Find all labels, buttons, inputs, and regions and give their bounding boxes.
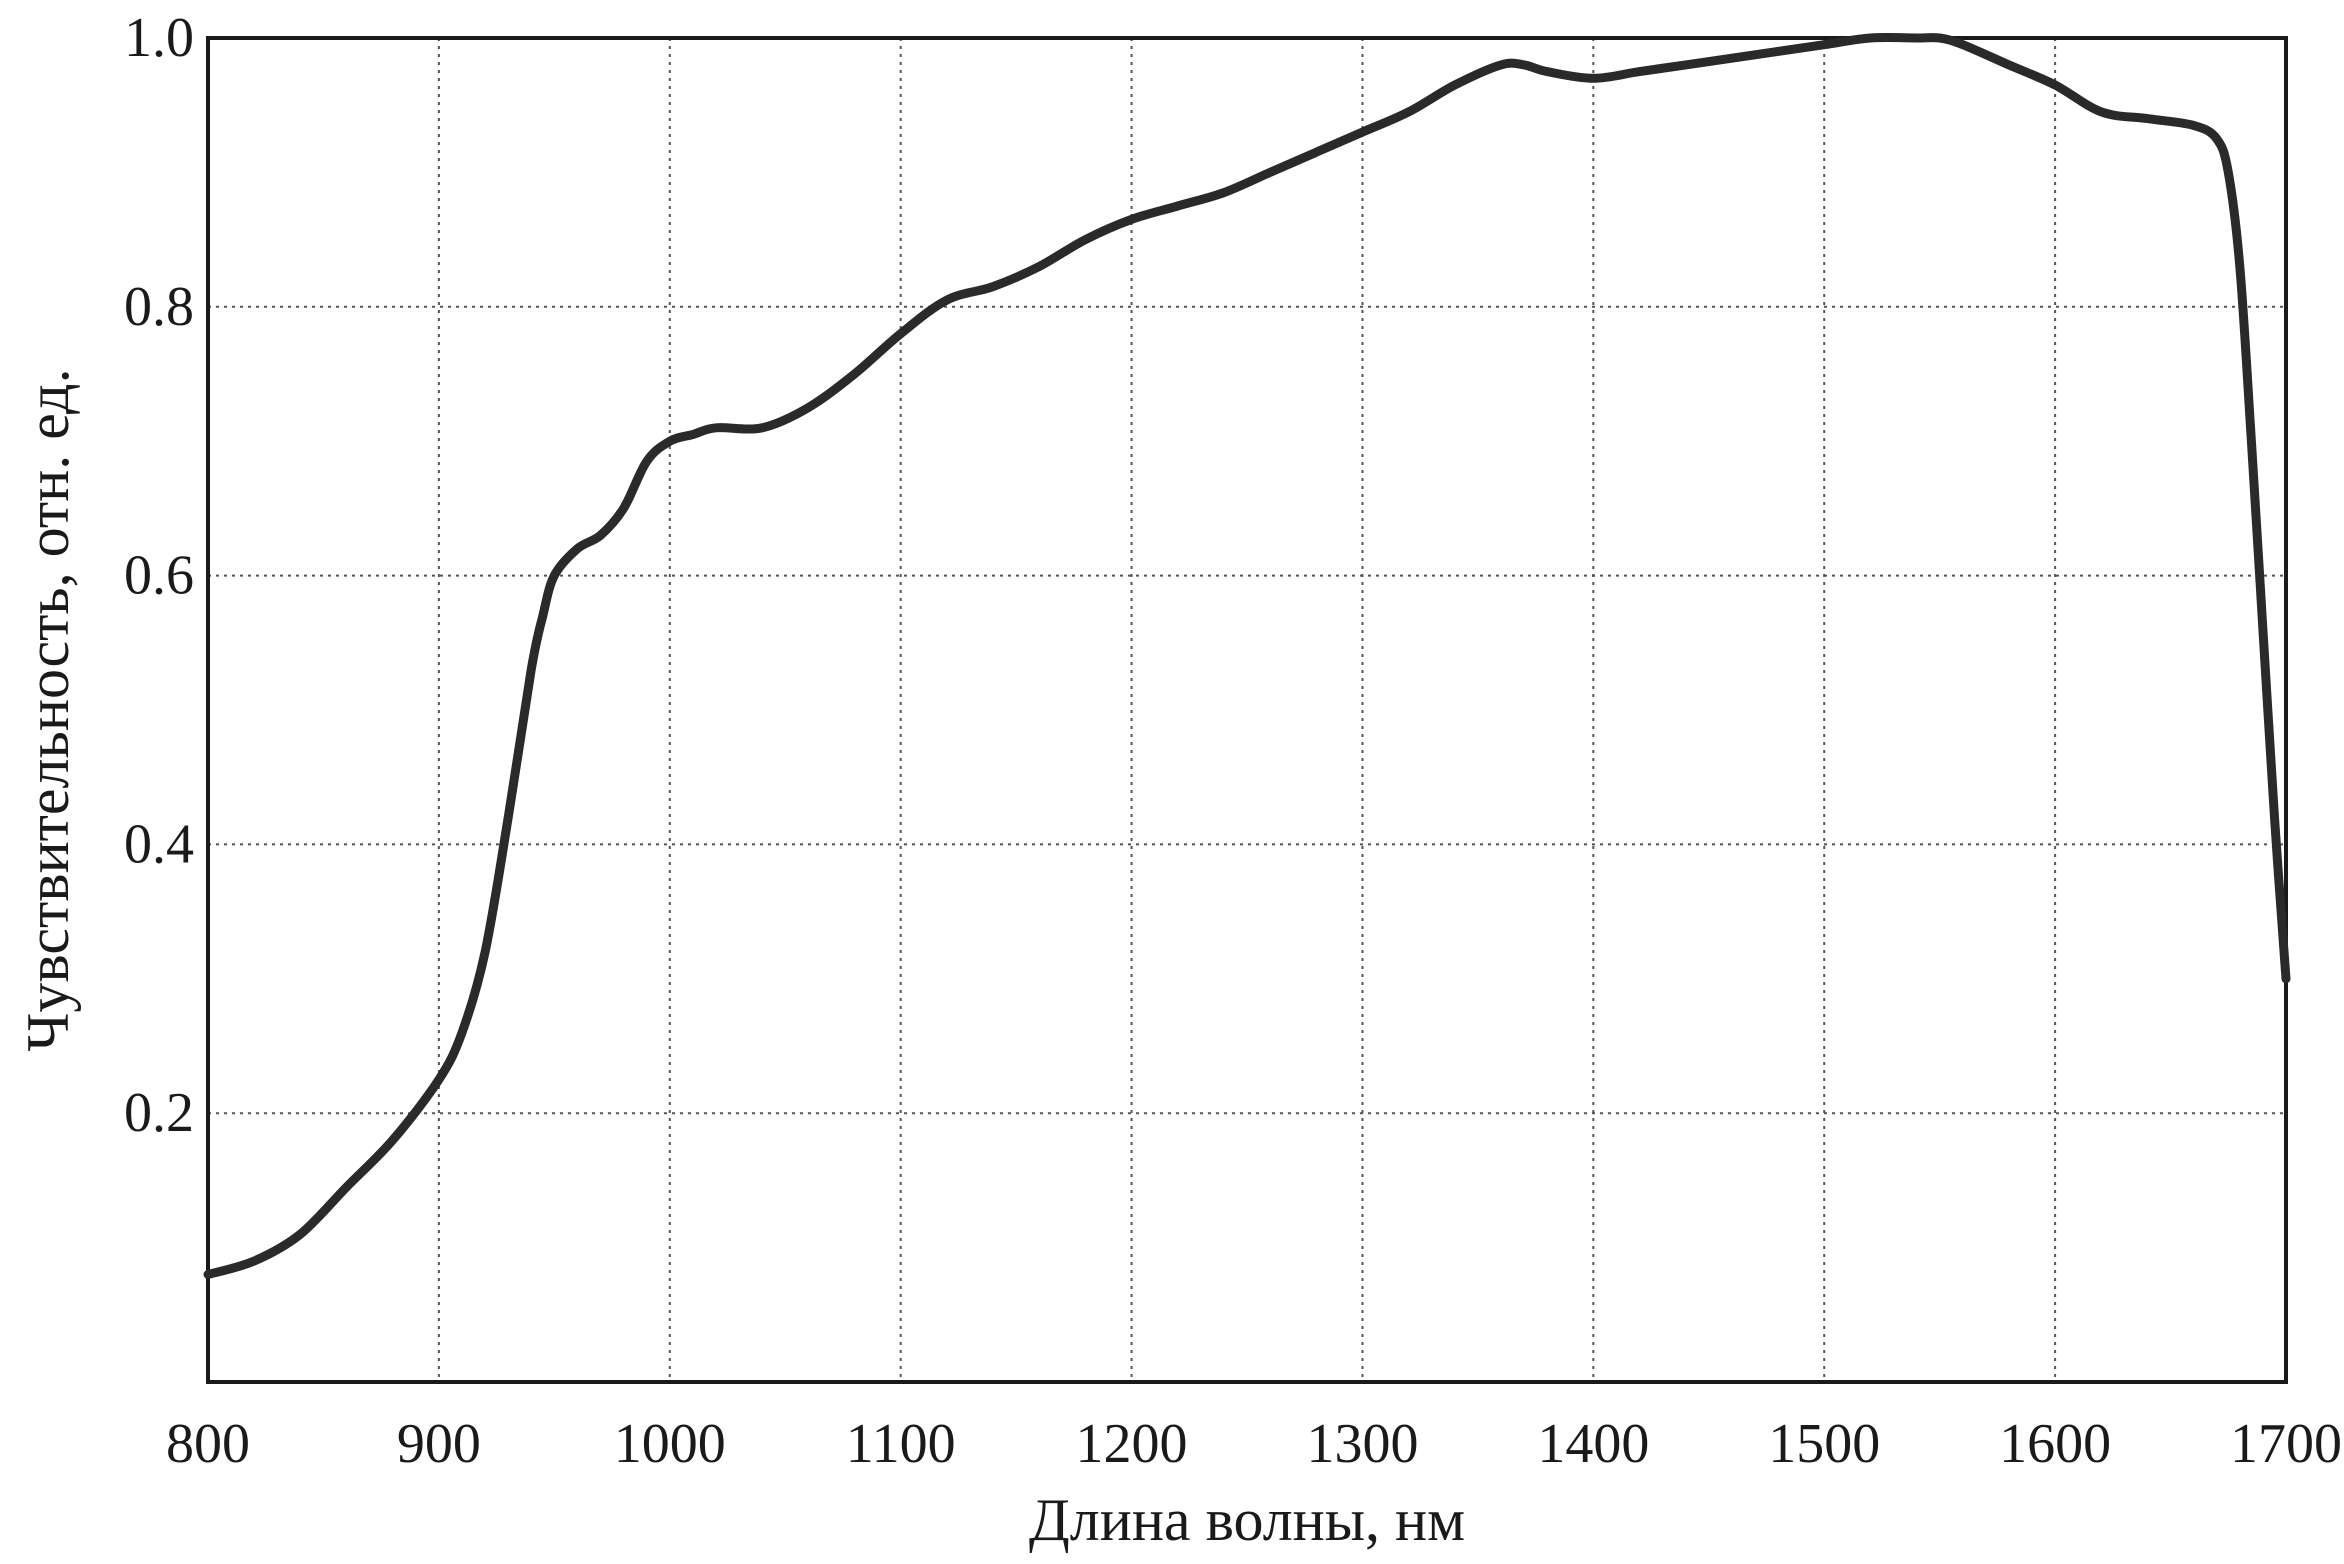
x-tick-label: 1300 xyxy=(1306,1413,1418,1475)
x-tick-label: 1600 xyxy=(1999,1413,2111,1475)
series-line-sensitivity xyxy=(203,33,2291,1279)
x-tick-label: 800 xyxy=(166,1413,250,1475)
y-tick-label: 0.2 xyxy=(124,1082,194,1144)
x-tick-label: 1500 xyxy=(1768,1413,1880,1475)
plot-frame xyxy=(206,36,2288,1384)
x-axis-label: Длина волны, нм xyxy=(1029,1487,1465,1553)
x-tick-label: 1100 xyxy=(846,1413,956,1475)
series-layer xyxy=(203,33,2291,1279)
y-tick-label: 0.4 xyxy=(124,813,194,875)
grid-lines xyxy=(208,38,2286,1382)
y-tick-labels: 0.2 0.4 0.6 0.8 1.0 xyxy=(124,7,194,1144)
x-tick-label: 1200 xyxy=(1076,1413,1188,1475)
x-tick-labels: 800 900 1000 1100 1200 1300 1400 1500 1600 1700 xyxy=(166,1413,2342,1475)
x-tick-label: 1400 xyxy=(1537,1413,1649,1475)
x-tick-label: 1000 xyxy=(614,1413,726,1475)
y-tick-label: 0.8 xyxy=(124,276,194,338)
x-tick-label: 1700 xyxy=(2230,1413,2342,1475)
y-tick-label: 1.0 xyxy=(124,7,194,69)
y-axis-label: Чувствительность, отн. ед. xyxy=(15,368,81,1051)
y-tick-label: 0.6 xyxy=(124,545,194,607)
x-tick-label: 900 xyxy=(397,1413,481,1475)
